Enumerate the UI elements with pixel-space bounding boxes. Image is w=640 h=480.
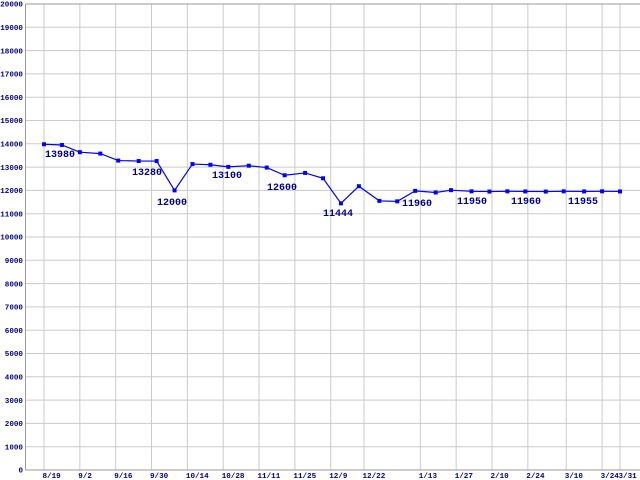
- svg-text:6000: 6000: [5, 328, 24, 336]
- svg-text:12000: 12000: [0, 188, 23, 196]
- svg-text:9000: 9000: [5, 258, 24, 266]
- svg-text:12600: 12600: [267, 183, 297, 194]
- svg-text:3/31: 3/31: [619, 473, 638, 480]
- svg-text:3000: 3000: [5, 398, 24, 406]
- svg-text:11950: 11950: [457, 197, 487, 208]
- svg-text:2/10: 2/10: [491, 473, 510, 480]
- svg-text:11/11: 11/11: [258, 473, 281, 480]
- svg-text:20000: 20000: [0, 2, 23, 10]
- svg-text:13280: 13280: [132, 168, 162, 179]
- svg-text:11000: 11000: [0, 211, 23, 219]
- svg-text:11/25: 11/25: [293, 473, 316, 480]
- svg-text:13980: 13980: [45, 150, 75, 161]
- svg-text:8000: 8000: [5, 281, 24, 289]
- svg-text:7000: 7000: [5, 305, 24, 313]
- svg-text:10/14: 10/14: [186, 473, 209, 480]
- svg-text:2/24: 2/24: [526, 473, 545, 480]
- svg-text:10/28: 10/28: [222, 473, 245, 480]
- svg-text:9/16: 9/16: [114, 473, 133, 480]
- svg-text:15000: 15000: [0, 118, 23, 126]
- svg-text:12000: 12000: [157, 198, 187, 209]
- svg-text:3/24: 3/24: [601, 473, 620, 480]
- svg-text:19000: 19000: [0, 25, 23, 33]
- svg-text:9/2: 9/2: [78, 473, 92, 480]
- svg-text:11960: 11960: [511, 197, 541, 208]
- svg-text:14000: 14000: [0, 142, 23, 150]
- svg-text:3/10: 3/10: [565, 473, 584, 480]
- svg-text:1000: 1000: [5, 444, 24, 452]
- svg-text:0: 0: [18, 468, 23, 476]
- svg-text:11955: 11955: [568, 197, 598, 208]
- svg-text:11960: 11960: [402, 199, 432, 210]
- svg-text:1/13: 1/13: [419, 473, 438, 480]
- svg-text:16000: 16000: [0, 95, 23, 103]
- svg-text:2000: 2000: [5, 421, 24, 429]
- svg-text:13100: 13100: [212, 171, 242, 182]
- svg-text:4000: 4000: [5, 375, 24, 383]
- svg-text:10000: 10000: [0, 235, 23, 243]
- svg-text:9/30: 9/30: [150, 473, 169, 480]
- svg-text:12/9: 12/9: [329, 473, 348, 480]
- svg-text:17000: 17000: [0, 72, 23, 80]
- svg-text:13000: 13000: [0, 165, 23, 173]
- svg-text:18000: 18000: [0, 48, 23, 56]
- svg-text:8/19: 8/19: [43, 473, 62, 480]
- svg-text:1/27: 1/27: [455, 473, 474, 480]
- svg-text:12/22: 12/22: [363, 473, 386, 480]
- svg-text:11444: 11444: [323, 209, 353, 220]
- svg-text:5000: 5000: [5, 351, 24, 359]
